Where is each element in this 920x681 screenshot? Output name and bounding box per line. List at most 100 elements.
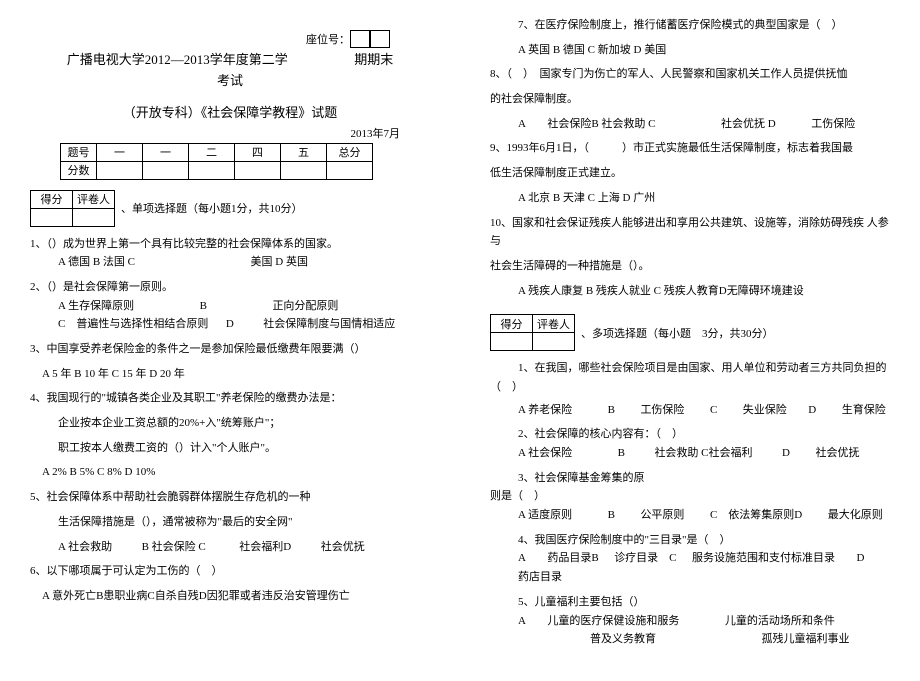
grader-table-2: 得分评卷人 <box>490 314 575 351</box>
s2q3-c: C 依法筹集原则D <box>710 509 802 521</box>
s2q2: 2、社会保障的核心内容有：（ ） A 社会保险 B 社会救助 C社会福利 D 社… <box>490 425 890 462</box>
title-1b: 期期末 <box>354 52 393 67</box>
q7-stem: 7、在医疗保险制度上，推行储蓄医疗保险模式的典型国家是（ ） <box>490 16 890 35</box>
q5-a: A 社会救助 <box>58 541 112 553</box>
q4-opts: A 2% B 5% C 8% D 10% <box>30 463 430 482</box>
s2q1: 1、在我国，哪些社会保险项目是由国家、用人单位和劳动者三方共同负担的 （ ） A… <box>490 359 890 419</box>
title-1a: 广播电视大学2012—2013学年度第二学 <box>67 52 288 67</box>
s2q4-a: A 药品目录B <box>518 552 599 564</box>
st-h1: 一 <box>97 143 143 161</box>
q2-bt: 正向分配原则 <box>272 300 338 312</box>
q2-line1: A 生存保障原则 B 正向分配原则 <box>30 297 430 316</box>
q1-o2: 美国 D 英国 <box>251 256 308 268</box>
s2q5-d: 孤残儿童福利事业 <box>762 633 850 645</box>
s2q4-dt: 药店目录 <box>518 571 562 583</box>
s2q3-a: A 适度原则 <box>518 509 572 521</box>
st-c2 <box>143 161 189 179</box>
s2q4-c: 服务设施范围和支付标准目录 <box>692 552 835 564</box>
g2h1: 得分 <box>491 315 533 333</box>
seat-box-1 <box>350 30 370 48</box>
q9-l1: 低生活保障制度正式建立。 <box>490 164 890 183</box>
q8-a: A 社会保险B 社会救助 C <box>518 118 656 130</box>
st-h2: 一 <box>143 143 189 161</box>
right-column: 7、在医疗保险制度上，推行储蓄医疗保险模式的典型国家是（ ） A 英国 B 德国… <box>460 0 920 681</box>
q8: 8、（ ） 国家专门为伤亡的军人、人民警察和国家机关工作人员提供抚恤 的社会保障… <box>490 65 890 133</box>
q5-d: 社会优抚 <box>321 541 365 553</box>
q8-opts: A 社会保险B 社会救助 C 社会优抚 D 工伤保险 <box>490 115 890 134</box>
s2q5: 5、儿童福利主要包括（） A 儿童的医疗保健设施和服务 儿童的活动场所和条件 普… <box>490 593 890 649</box>
s2q1-stem: 1、在我国，哪些社会保险项目是由国家、用人单位和劳动者三方共同负担的 <box>490 359 890 378</box>
s2q4: 4、我国医疗保险制度中的"三目录"是（ ） A 药品目录B 诊疗目录 C 服务设… <box>490 531 890 587</box>
g2c1 <box>491 333 533 351</box>
q1-opts: A 德国 B 法国 C 美国 D 英国 <box>30 253 430 272</box>
st-h0: 题号 <box>61 143 97 161</box>
q9: 9、1993年6月1日，（ ）市正式实施最低生活保障制度，标志着我国最 低生活保… <box>490 139 890 207</box>
section2-title: 、多项选择题（每小题 3分，共30分） <box>581 325 774 341</box>
title-line-1: 广播电视大学2012—2013学年度第二学 期期末 <box>30 50 430 71</box>
st-c6 <box>327 161 373 179</box>
seat-box-2 <box>370 30 390 48</box>
s2q1-l1: （ ） <box>490 378 890 397</box>
score-table: 题号 一 一 二 四 五 总分 分数 <box>60 143 373 180</box>
s2q3-b: B <box>608 509 615 521</box>
s2q5-a: A 儿童的医疗保健设施和服务 <box>518 615 679 627</box>
st-h4: 四 <box>235 143 281 161</box>
q2-dt: 社会保障制度与国情相适应 <box>263 318 395 330</box>
q5-opts: A 社会救助 B 社会保险 C 社会福利D 社会优抚 <box>30 538 430 557</box>
q8-stem: 8、（ ） 国家专门为伤亡的军人、人民警察和国家机关工作人员提供抚恤 <box>490 65 890 84</box>
s2q2-d: D <box>782 447 790 459</box>
q6: 6、以下哪项属于可认定为工伤的（ ） A 意外死亡B患职业病C自杀自残D因犯罪或… <box>30 562 430 605</box>
s2q2-a: A 社会保险 <box>518 447 572 459</box>
g2c2 <box>533 333 575 351</box>
section1-title: 、单项选择题（每小题1分，共10分） <box>121 200 303 216</box>
s2q2-opts: A 社会保险 B 社会救助 C社会福利 D 社会优抚 <box>490 444 890 463</box>
q3-opts: A 5 年 B 10 年 C 15 年 D 20 年 <box>30 365 430 384</box>
grader-block-2: 得分评卷人 、多项选择题（每小题 3分，共30分） <box>490 314 890 351</box>
g2h2: 评卷人 <box>533 315 575 333</box>
q2-a: A 生存保障原则 <box>58 300 134 312</box>
q4-l1: 企业按本企业工资总额的20%+入"统筹账户"； <box>30 414 430 433</box>
q7-opts: A 英国 B 德国 C 新加坡 D 美国 <box>490 41 890 60</box>
q8-l1: 的社会保障制度。 <box>490 90 890 109</box>
s2q3-d: 最大化原则 <box>828 509 883 521</box>
s2q3-l0: 则是（ ） <box>490 487 890 506</box>
q10: 10、国家和社会保证残疾人能够进出和享用公共建筑、设施等，消除妨碍残疾 人参与 … <box>490 214 890 301</box>
s2q4-d: D <box>857 552 865 564</box>
q5-b: B 社会保险 C <box>142 541 206 553</box>
q8-c: 工伤保险 <box>811 118 855 130</box>
q10-l1: 社会生活障碍的一种措施是（）。 <box>490 257 890 276</box>
s2q3: 3、社会保障基金筹集的原 则是（ ） A 适度原则 B 公平原则 C 依法筹集原… <box>490 469 890 525</box>
s2q5-line1: A 儿童的医疗保健设施和服务 儿童的活动场所和条件 <box>490 612 890 631</box>
st-h6: 总分 <box>327 143 373 161</box>
s2q5-stem: 5、儿童福利主要包括（） <box>490 593 890 612</box>
st-c5 <box>281 161 327 179</box>
s2q1-b: B <box>608 404 615 416</box>
s2q3-stem: 3、社会保障基金筹集的原 <box>490 469 890 488</box>
s2q1-c: C <box>710 404 717 416</box>
g1h2: 评卷人 <box>73 190 115 208</box>
s2q5-line2: 普及义务教育 孤残儿童福利事业 <box>490 630 890 649</box>
s2q2-dt: 社会优抚 <box>815 447 859 459</box>
s2q3-opts: A 适度原则 B 公平原则 C 依法筹集原则D 最大化原则 <box>490 506 890 525</box>
s2q1-bt: 工伤保险 <box>640 404 684 416</box>
s2q1-dt: 生育保险 <box>842 404 886 416</box>
st-c1 <box>97 161 143 179</box>
s2q2-stem: 2、社会保障的核心内容有：（ ） <box>490 425 890 444</box>
q10-opts: A 残疾人康复 B 残疾人就业 C 残疾人教育D无障碍环境建设 <box>490 282 890 301</box>
s2q1-ct: 失业保险 <box>743 404 787 416</box>
q2-d: D <box>226 318 234 330</box>
s2q1-a: A 养老保险 <box>518 404 572 416</box>
grader-table-1: 得分评卷人 <box>30 190 115 227</box>
grader-block-1: 得分评卷人 、单项选择题（每小题1分，共10分） <box>30 190 430 227</box>
left-column: 座位号： 广播电视大学2012—2013学年度第二学 期期末 考试 （开放专科）… <box>0 0 460 681</box>
g1c1 <box>31 208 73 226</box>
seat-label: 座位号： <box>306 31 350 47</box>
q9-opts: A 北京 B 天津 C 上海 D 广州 <box>490 189 890 208</box>
q5-c: 社会福利D <box>239 541 291 553</box>
q1-stem: 1、（）成为世界上第一个具有比较完整的社会保障体系的国家。 <box>30 235 430 254</box>
s2q1-opts: A 养老保险 B 工伤保险 C 失业保险 D 生育保险 <box>490 401 890 420</box>
s2q2-bt: 社会救助 C社会福利 <box>654 447 752 459</box>
q5: 5、社会保障体系中帮助社会脆弱群体摆脱生存危机的一种 生活保障措施是（），通常被… <box>30 488 430 556</box>
s2q2-b: B <box>618 447 625 459</box>
q5-stem: 5、社会保障体系中帮助社会脆弱群体摆脱生存危机的一种 <box>30 488 430 507</box>
